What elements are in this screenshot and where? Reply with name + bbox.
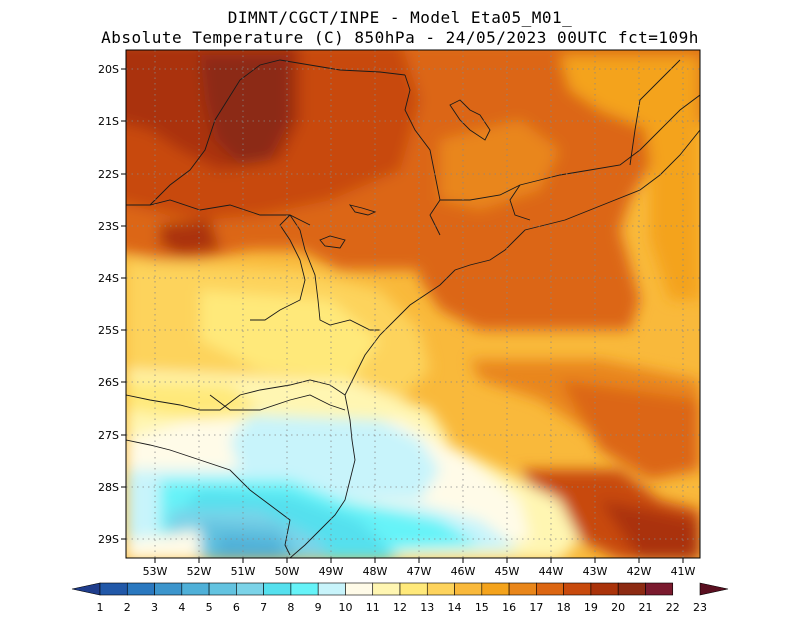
lat-label: 23S — [98, 220, 119, 233]
color-legend-label: 19 — [584, 601, 598, 614]
country-border-line — [250, 214, 306, 321]
lon-label: 50W — [275, 565, 300, 578]
country-border-line — [126, 439, 291, 556]
color-legend-label: 21 — [638, 601, 652, 614]
color-swatch — [154, 582, 183, 596]
color-legend-label: 12 — [393, 601, 407, 614]
state-border-line — [509, 184, 531, 221]
color-swatch — [317, 582, 346, 596]
reservoir-outline — [348, 204, 377, 216]
color-swatch — [208, 582, 237, 596]
lon-label: 46W — [451, 565, 476, 578]
color-swatch — [372, 582, 401, 596]
color-swatch — [290, 582, 319, 596]
coastline — [289, 394, 356, 558]
axis-ticks — [121, 68, 684, 563]
color-swatch — [399, 582, 428, 596]
color-legend-label: 16 — [502, 601, 516, 614]
color-swatch — [99, 582, 128, 596]
color-legend-label: 4 — [178, 601, 185, 614]
lon-label: 44W — [539, 565, 564, 578]
lat-label: 21S — [98, 115, 119, 128]
map-frame — [125, 49, 701, 559]
lon-label: 41W — [671, 565, 696, 578]
color-swatch — [508, 582, 537, 596]
color-legend-label: 5 — [206, 601, 213, 614]
lon-label: 43W — [583, 565, 608, 578]
color-legend-labels: 1 2 3 4 5 6 7 8 9 10 11 12 13 14 15 16 17 18 19 20 21 22 23 — [97, 601, 708, 614]
lon-label: 51W — [231, 565, 256, 578]
color-swatch — [426, 582, 455, 596]
color-legend-label: 23 — [693, 601, 707, 614]
map-title-line1: DIMNT/CGCT/INPE - Model Eta05_M01_ — [227, 8, 573, 27]
grid-lines — [126, 50, 700, 558]
temperature-field — [126, 50, 700, 558]
color-legend-bar — [71, 582, 729, 596]
reservoir-outline — [319, 235, 346, 249]
lat-label: 29S — [98, 533, 119, 546]
color-legend-label: 3 — [151, 601, 158, 614]
state-border-line — [149, 59, 406, 206]
color-legend-label: 17 — [529, 601, 543, 614]
boundary-lines — [126, 59, 700, 558]
color-swatch — [481, 582, 510, 596]
state-border-line — [126, 199, 311, 226]
reservoir-outline — [449, 99, 491, 141]
color-swatch — [454, 582, 483, 596]
lat-label: 28S — [98, 481, 119, 494]
color-swatch — [71, 582, 101, 596]
color-swatch — [345, 582, 374, 596]
lat-label: 20S — [98, 63, 119, 76]
color-legend-label: 22 — [666, 601, 680, 614]
lat-label: 26S — [98, 376, 119, 389]
lat-label: 22S — [98, 168, 119, 181]
lon-label: 52W — [187, 565, 212, 578]
state-border-line — [440, 94, 700, 201]
color-swatch — [590, 582, 619, 596]
color-legend-label: 6 — [233, 601, 240, 614]
color-legend-label: 13 — [420, 601, 434, 614]
map-title-line2: Absolute Temperature (C) 850hPa - 24/05/… — [101, 28, 699, 47]
color-legend-label: 2 — [124, 601, 131, 614]
lat-label: 25S — [98, 324, 119, 337]
color-swatch — [181, 582, 210, 596]
lon-label: 49W — [319, 565, 344, 578]
color-legend-label: 9 — [315, 601, 322, 614]
color-swatch — [236, 582, 264, 596]
state-border-line — [126, 379, 346, 411]
color-legend-label: 18 — [557, 601, 571, 614]
lon-label: 45W — [495, 565, 520, 578]
color-swatch — [126, 582, 155, 596]
color-swatch — [263, 582, 292, 596]
color-legend-label: 15 — [475, 601, 489, 614]
lon-label: 53W — [143, 565, 168, 578]
lon-label: 47W — [407, 565, 432, 578]
color-legend-label: 1 — [97, 601, 104, 614]
lat-label: 27S — [98, 429, 119, 442]
color-legend-label: 11 — [366, 601, 380, 614]
coastline — [344, 129, 700, 396]
color-swatch — [536, 582, 564, 596]
color-legend-label: 14 — [448, 601, 462, 614]
color-legend-label: 7 — [260, 601, 267, 614]
state-border-line — [404, 74, 441, 236]
color-legend-label: 10 — [338, 601, 352, 614]
state-border-line — [209, 394, 346, 411]
color-swatch — [645, 582, 674, 596]
lon-label: 48W — [363, 565, 388, 578]
color-swatch — [617, 582, 646, 596]
state-border-line — [289, 214, 380, 331]
color-legend-label: 8 — [287, 601, 294, 614]
lon-label: 42W — [627, 565, 652, 578]
color-swatch — [699, 582, 729, 596]
state-border-line — [629, 59, 681, 166]
color-legend-label: 20 — [611, 601, 625, 614]
lat-label: 24S — [98, 272, 119, 285]
color-swatch — [563, 582, 592, 596]
